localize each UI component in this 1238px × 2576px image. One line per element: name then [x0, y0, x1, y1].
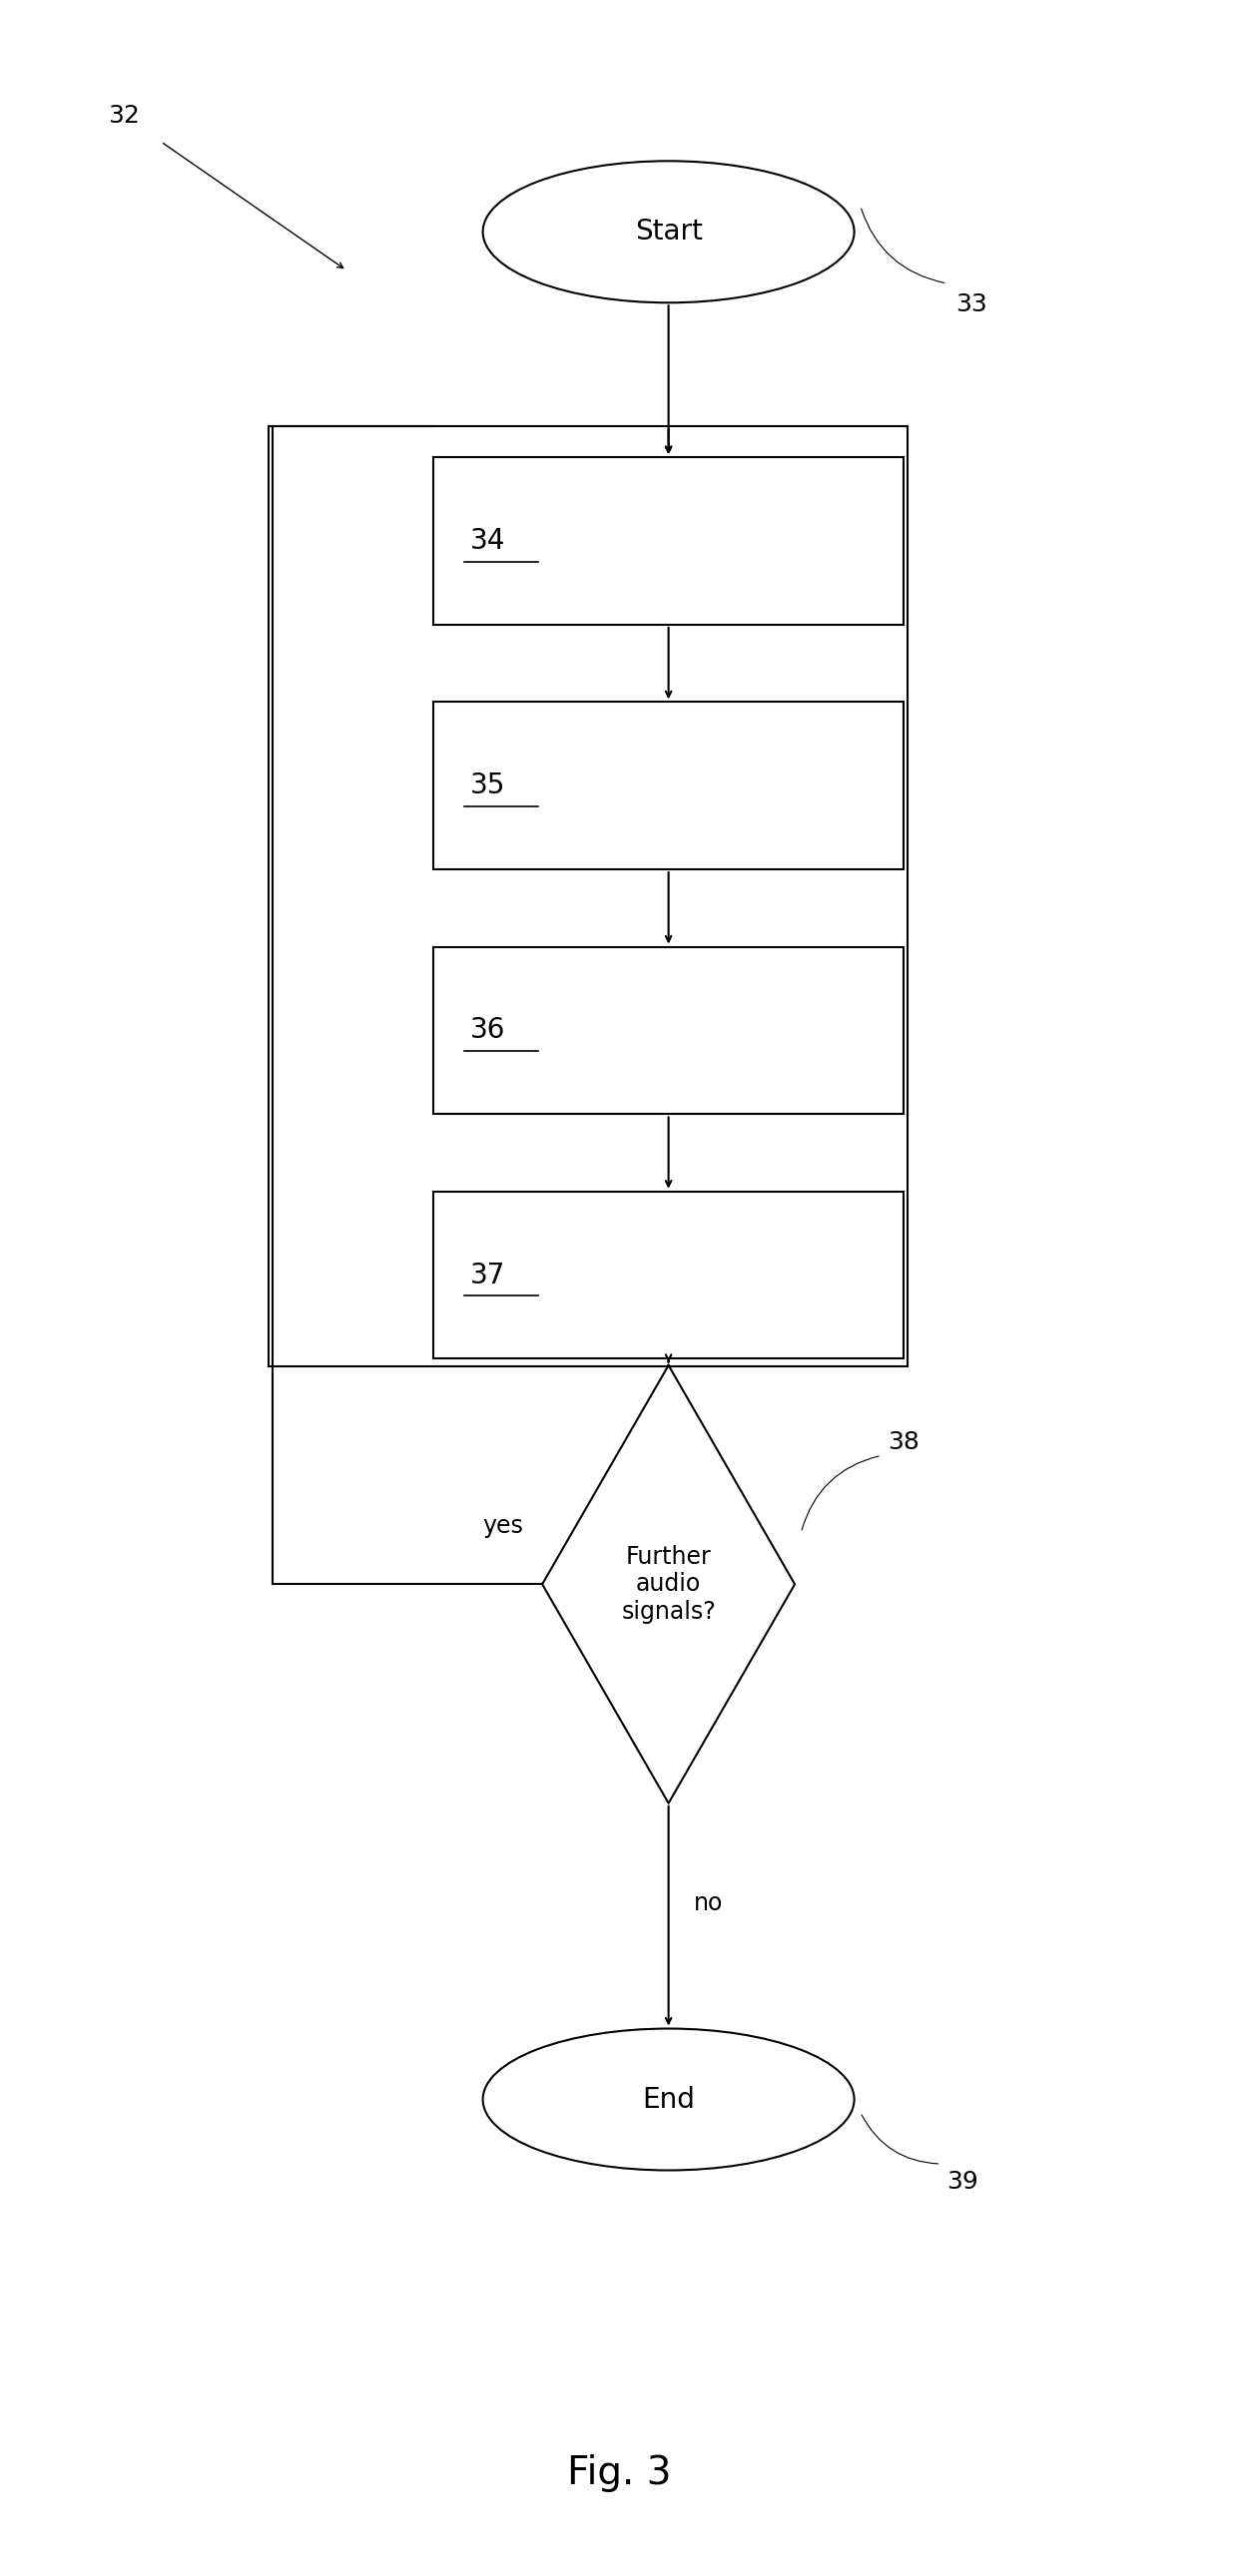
Text: Further
audio
signals?: Further audio signals? — [621, 1546, 716, 1623]
Text: 38: 38 — [888, 1430, 920, 1455]
Text: 35: 35 — [470, 773, 506, 799]
Text: End: End — [643, 2087, 695, 2112]
Text: no: no — [693, 1891, 723, 1914]
Text: 33: 33 — [956, 291, 988, 317]
Text: 36: 36 — [470, 1018, 506, 1043]
Text: 32: 32 — [108, 103, 140, 129]
Text: Start: Start — [635, 219, 702, 245]
Text: 37: 37 — [470, 1262, 506, 1288]
Text: 34: 34 — [470, 528, 506, 554]
Text: 39: 39 — [947, 2169, 979, 2195]
Text: Fig. 3: Fig. 3 — [567, 2455, 671, 2491]
Text: yes: yes — [483, 1515, 524, 1538]
